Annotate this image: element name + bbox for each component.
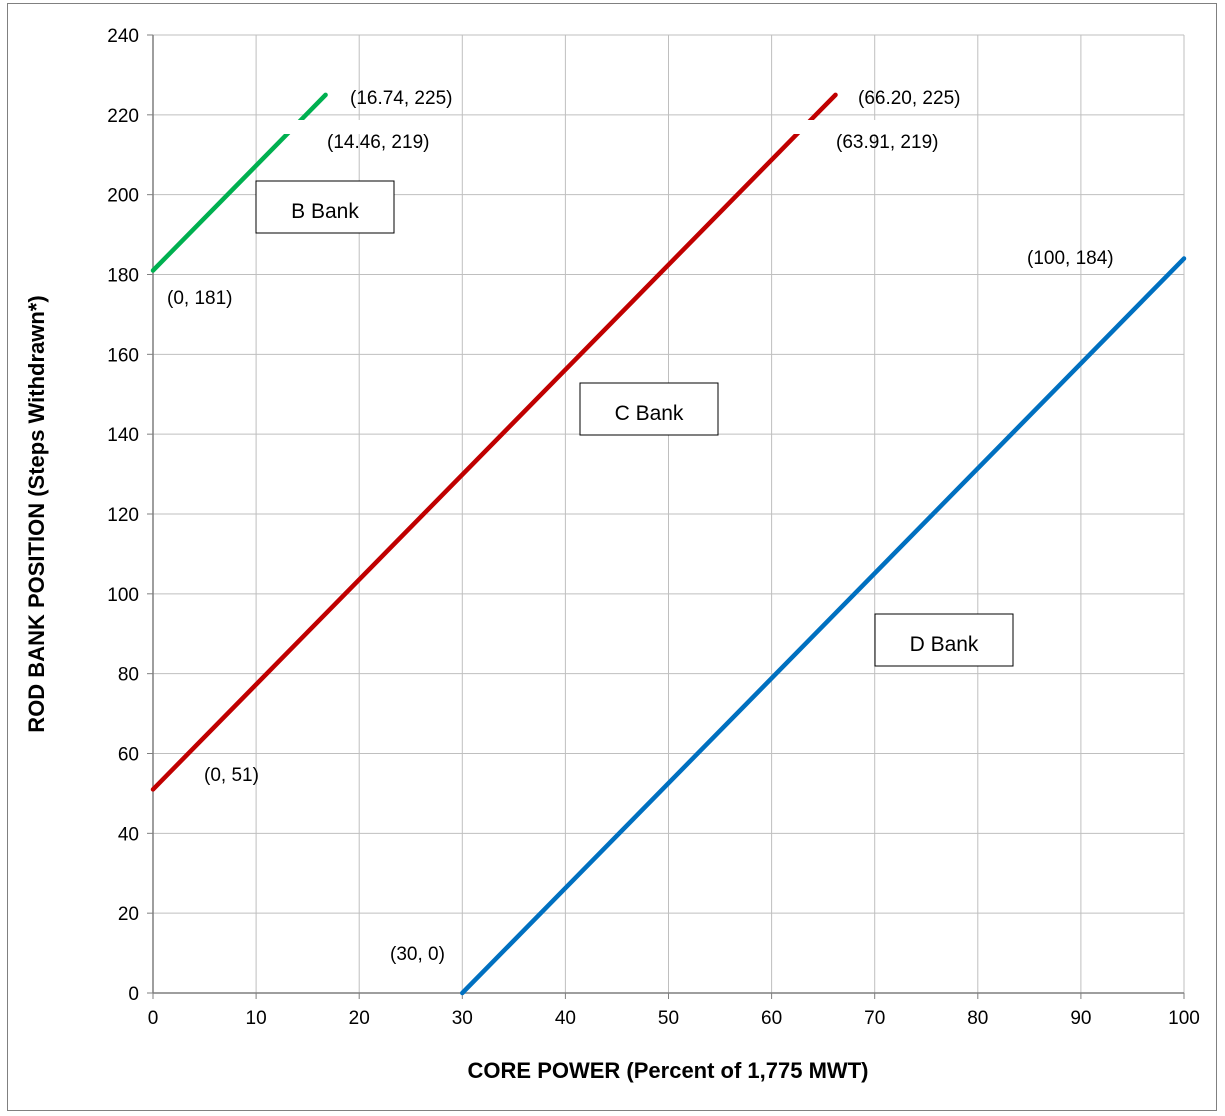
label-b-mid: (14.46, 219) <box>327 132 429 153</box>
y-tick-label: 0 <box>128 984 139 1005</box>
point-labels: (16.74, 225) (14.46, 219) (0, 181) (66.2… <box>167 88 1114 965</box>
y-tick-label: 140 <box>107 425 139 446</box>
grid <box>153 34 1185 993</box>
series-lines <box>150 92 1187 996</box>
x-tick-label: 10 <box>246 1008 267 1029</box>
y-tick-label: 200 <box>107 186 139 207</box>
label-d-start: (30, 0) <box>390 944 445 965</box>
x-tick-label: 70 <box>864 1008 885 1029</box>
c-bank-line <box>150 92 838 792</box>
y-tick-label: 80 <box>118 665 139 686</box>
x-tick-label: 60 <box>761 1008 782 1029</box>
c-bank-box: C Bank <box>579 382 719 436</box>
y-tick-label: 40 <box>118 824 139 845</box>
x-tick-label: 40 <box>555 1008 576 1029</box>
y-tick-labels: 0 20 40 60 80 100 120 140 160 180 200 220 240 <box>107 26 153 1005</box>
d-bank-line <box>460 256 1187 996</box>
d-bank-label: D Bank <box>910 633 979 656</box>
y-tick-label: 160 <box>107 345 139 366</box>
x-tick-label: 80 <box>967 1008 988 1029</box>
label-c-start: (0, 51) <box>204 765 259 786</box>
label-b-start: (0, 181) <box>167 288 232 309</box>
x-tick-label: 0 <box>148 1008 159 1029</box>
b-bank-box: B Bank <box>255 180 395 234</box>
label-gap-c <box>790 120 970 134</box>
label-c-mid: (63.91, 219) <box>836 132 938 153</box>
x-tick-label: 20 <box>349 1008 370 1029</box>
x-tick-label: 30 <box>452 1008 473 1029</box>
chart-frame <box>7 3 1217 1111</box>
x-tick-label: 90 <box>1070 1008 1091 1029</box>
label-c-top: (66.20, 225) <box>858 88 960 109</box>
b-bank-line <box>150 92 328 273</box>
label-d-end: (100, 184) <box>1027 248 1114 269</box>
x-axis-title: CORE POWER (Percent of 1,775 MWT) <box>468 1058 869 1083</box>
y-tick-label: 220 <box>107 106 139 127</box>
label-b-top: (16.74, 225) <box>350 88 452 109</box>
d-bank-box: D Bank <box>874 613 1014 667</box>
y-tick-label: 100 <box>107 585 139 606</box>
y-tick-label: 60 <box>118 745 139 766</box>
y-tick-label: 20 <box>118 904 139 925</box>
x-tick-label: 100 <box>1168 1008 1200 1029</box>
b-bank-label: B Bank <box>291 200 359 223</box>
y-tick-label: 240 <box>107 26 139 47</box>
label-gap-b <box>280 120 460 134</box>
x-tick-label: 50 <box>658 1008 679 1029</box>
c-bank-label: C Bank <box>615 402 684 425</box>
y-tick-label: 120 <box>107 505 139 526</box>
y-axis-title: ROD BANK POSITION (Steps Withdrawn*) <box>24 295 49 732</box>
y-tick-label: 180 <box>107 266 139 287</box>
x-tick-labels: 0 10 20 30 40 50 60 70 80 90 100 <box>148 993 1200 1029</box>
